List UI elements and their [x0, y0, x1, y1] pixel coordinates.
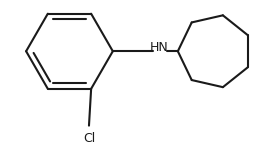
Text: HN: HN: [150, 41, 169, 54]
Text: Cl: Cl: [83, 132, 95, 145]
